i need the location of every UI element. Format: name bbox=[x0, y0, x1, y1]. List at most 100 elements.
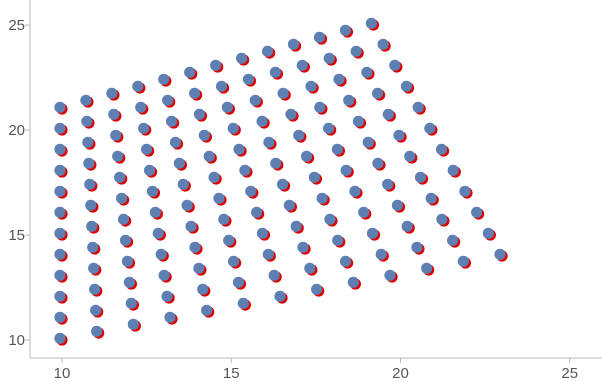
blue-point bbox=[339, 255, 352, 267]
blue-point bbox=[285, 108, 297, 120]
blue-point bbox=[316, 192, 328, 204]
blue-point bbox=[85, 199, 97, 211]
blue-point bbox=[421, 262, 433, 274]
blue-point bbox=[54, 206, 66, 218]
blue-point bbox=[110, 129, 122, 141]
blue-point bbox=[232, 276, 245, 288]
blue-point bbox=[162, 94, 174, 106]
blue-point bbox=[54, 143, 66, 155]
blue-point bbox=[256, 227, 269, 239]
blue-point bbox=[459, 185, 471, 197]
blue-point bbox=[106, 87, 118, 99]
blue-point bbox=[274, 290, 286, 302]
blue-point bbox=[201, 304, 213, 316]
blue-point bbox=[189, 241, 201, 253]
blue-point bbox=[323, 122, 335, 134]
blue-point bbox=[494, 248, 506, 260]
blue-point bbox=[164, 311, 176, 323]
blue-point bbox=[237, 297, 249, 309]
blue-point bbox=[404, 150, 416, 162]
blue-point bbox=[158, 269, 170, 281]
blue-point bbox=[112, 150, 124, 162]
blue-point bbox=[223, 234, 235, 246]
blue-point bbox=[121, 255, 134, 267]
blue-point bbox=[349, 185, 361, 197]
blue-point bbox=[213, 192, 225, 204]
blue-point bbox=[391, 199, 404, 211]
blue-point bbox=[81, 115, 93, 127]
blue-point bbox=[173, 157, 185, 169]
blue-point bbox=[384, 269, 396, 281]
x-tick-label: 15 bbox=[223, 365, 240, 382]
blue-point bbox=[471, 206, 483, 218]
blue-point bbox=[227, 255, 240, 267]
blue-point bbox=[293, 129, 305, 141]
blue-point bbox=[366, 227, 379, 239]
blue-point bbox=[393, 129, 405, 141]
blue-point bbox=[181, 199, 193, 211]
blue-point bbox=[54, 332, 66, 344]
blue-point bbox=[256, 115, 268, 127]
blue-point bbox=[138, 122, 150, 134]
blue-point bbox=[80, 94, 92, 106]
blue-point bbox=[358, 206, 370, 218]
blue-point bbox=[382, 178, 394, 190]
blue-point bbox=[83, 157, 95, 169]
blue-point bbox=[305, 80, 317, 92]
blue-point bbox=[169, 136, 182, 148]
x-tick-label: 25 bbox=[561, 365, 578, 382]
blue-point bbox=[424, 122, 436, 134]
blue-point bbox=[375, 248, 387, 260]
y-tick-label: 25 bbox=[8, 17, 25, 34]
y-tick-label: 15 bbox=[8, 227, 25, 244]
blue-point bbox=[143, 164, 156, 176]
blue-point bbox=[108, 108, 120, 120]
blue-point bbox=[425, 192, 437, 204]
blue-point bbox=[308, 171, 320, 183]
blue-point bbox=[401, 220, 413, 232]
blue-point bbox=[203, 150, 215, 162]
series-blue-points bbox=[54, 17, 506, 344]
blue-point bbox=[457, 255, 469, 267]
blue-point bbox=[311, 283, 323, 295]
blue-point bbox=[414, 171, 427, 183]
x-tick-label: 10 bbox=[54, 365, 71, 382]
blue-point bbox=[261, 45, 274, 57]
blue-point bbox=[371, 87, 384, 99]
blue-point bbox=[89, 283, 101, 295]
blue-point bbox=[362, 136, 374, 148]
blue-point bbox=[86, 220, 98, 232]
x-tick-label: 20 bbox=[392, 365, 409, 382]
blue-point bbox=[54, 101, 66, 113]
blue-point bbox=[215, 80, 228, 92]
blue-point bbox=[90, 304, 102, 316]
blue-point bbox=[343, 94, 355, 106]
blue-point bbox=[88, 262, 100, 274]
blue-point bbox=[91, 325, 103, 337]
blue-point bbox=[54, 269, 66, 281]
blue-point bbox=[54, 311, 66, 323]
blue-point bbox=[198, 129, 210, 141]
blue-point bbox=[283, 199, 295, 211]
blue-point bbox=[161, 290, 173, 302]
blue-point bbox=[54, 290, 66, 302]
blue-point bbox=[193, 108, 206, 120]
blue-point bbox=[314, 101, 326, 113]
blue-point bbox=[377, 38, 389, 50]
blue-point bbox=[242, 73, 255, 85]
blue-point bbox=[119, 234, 132, 246]
blue-point bbox=[54, 164, 66, 176]
blue-point bbox=[339, 24, 352, 36]
blue-point bbox=[290, 220, 302, 232]
blue-point bbox=[324, 213, 336, 225]
blue-point bbox=[296, 59, 308, 71]
blue-point bbox=[249, 94, 261, 106]
blue-point bbox=[270, 157, 282, 169]
blue-point bbox=[117, 213, 130, 225]
blue-point bbox=[193, 262, 205, 274]
blue-point bbox=[233, 143, 245, 155]
blue-point bbox=[210, 59, 222, 71]
blue-point bbox=[146, 185, 159, 197]
blue-point bbox=[340, 164, 352, 176]
